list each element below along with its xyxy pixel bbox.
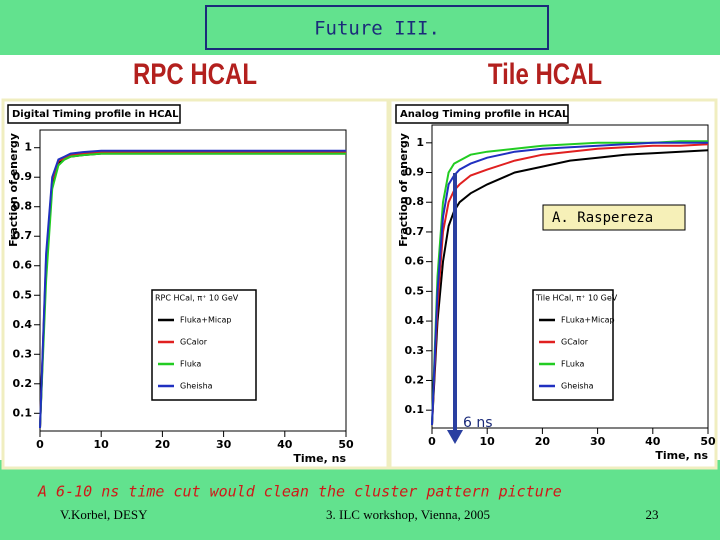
series-line <box>431 149 709 426</box>
x-tick-label: 0 <box>36 438 44 451</box>
conclusion: A 6-10 ns time cut would clean the clust… <box>37 483 562 501</box>
legend-label: FLuka <box>561 360 584 369</box>
x-tick-label: 10 <box>94 438 110 451</box>
footer-event: 3. ILC workshop, Vienna, 2005 <box>326 507 490 522</box>
y-tick-label: 0.8 <box>405 195 425 208</box>
y-tick-label: 0.7 <box>405 225 425 238</box>
x-axis-label: Time, ns <box>655 449 708 462</box>
series-line <box>39 149 346 429</box>
chart-title: Digital Timing profile in HCAL <box>12 109 179 120</box>
legend-label: GCalor <box>561 338 589 347</box>
x-tick-label: 20 <box>535 435 551 448</box>
plot-frame <box>39 129 347 432</box>
right-panel <box>388 98 718 470</box>
y-tick-label: 0.6 <box>13 259 33 272</box>
y-tick-label: 1 <box>416 136 424 149</box>
plot-frame <box>431 124 709 429</box>
legend-label: Fluka+Micap <box>180 316 232 325</box>
legend-label: Fluka <box>180 360 201 369</box>
y-tick-label: 0.2 <box>13 377 33 390</box>
y-tick-label: 0.1 <box>13 406 33 419</box>
series-line <box>39 152 346 429</box>
y-tick-label: 0.9 <box>405 166 425 179</box>
legend-label: Gheisha <box>180 382 213 391</box>
chart-title: Analog Timing profile in HCAL <box>400 109 569 120</box>
y-tick-label: 0.2 <box>405 373 425 386</box>
x-tick-label: 0 <box>428 435 436 448</box>
series-line <box>431 141 708 426</box>
title-box <box>205 5 549 50</box>
x-tick-label: 50 <box>700 435 716 448</box>
y-tick-label: 0.3 <box>13 347 33 360</box>
chart-title-box <box>395 104 569 124</box>
left-heading: RPC HCAL <box>133 56 257 90</box>
x-tick-label: 40 <box>277 438 293 451</box>
y-tick-label: 0.7 <box>13 229 33 242</box>
legend-label: GCalor <box>180 338 208 347</box>
y-tick-label: 0.1 <box>405 403 425 416</box>
y-axis-label: Fraction of energy <box>7 133 20 247</box>
annotation: A. Raspereza <box>552 210 653 226</box>
y-tick-label: 0.5 <box>13 288 33 301</box>
y-tick-label: 0.6 <box>405 255 425 268</box>
legend-label: Gheisha <box>561 382 594 391</box>
series-line <box>431 143 709 426</box>
left-panel <box>1 98 390 470</box>
y-tick-label: 0.9 <box>13 170 33 183</box>
annotation: 6 ns <box>463 415 493 431</box>
y-tick-label: 0.4 <box>13 318 33 331</box>
right-heading: Tile HCAL <box>488 56 602 90</box>
y-axis-label: Fraction of energy <box>397 133 410 247</box>
x-tick-label: 30 <box>590 435 606 448</box>
y-tick-label: 1 <box>24 141 32 154</box>
x-tick-label: 30 <box>216 438 232 451</box>
x-tick-label: 50 <box>338 438 354 451</box>
legend-box <box>532 289 614 401</box>
x-axis-label: Time, ns <box>293 452 346 465</box>
footer-author: V.Korbel, DESY <box>60 507 148 522</box>
legend-label: FLuka+Micap <box>561 316 615 325</box>
footer-page: 23 <box>646 507 659 522</box>
legend-box <box>151 289 257 401</box>
y-tick-label: 0.3 <box>405 344 425 357</box>
slide-title: Future III. <box>314 18 440 40</box>
annotation-box <box>542 204 686 231</box>
legend-title: Tile HCal, π⁺ 10 GeV <box>535 294 618 303</box>
cut-arrow-head <box>447 430 463 444</box>
x-tick-label: 20 <box>155 438 171 451</box>
x-tick-label: 40 <box>645 435 661 448</box>
legend-title: RPC HCal, π⁺ 10 GeV <box>155 294 239 303</box>
y-tick-label: 0.8 <box>13 200 33 213</box>
chart-title-box <box>7 104 181 124</box>
x-tick-label: 10 <box>480 435 496 448</box>
y-tick-label: 0.5 <box>405 284 425 297</box>
y-tick-label: 0.4 <box>405 314 425 327</box>
